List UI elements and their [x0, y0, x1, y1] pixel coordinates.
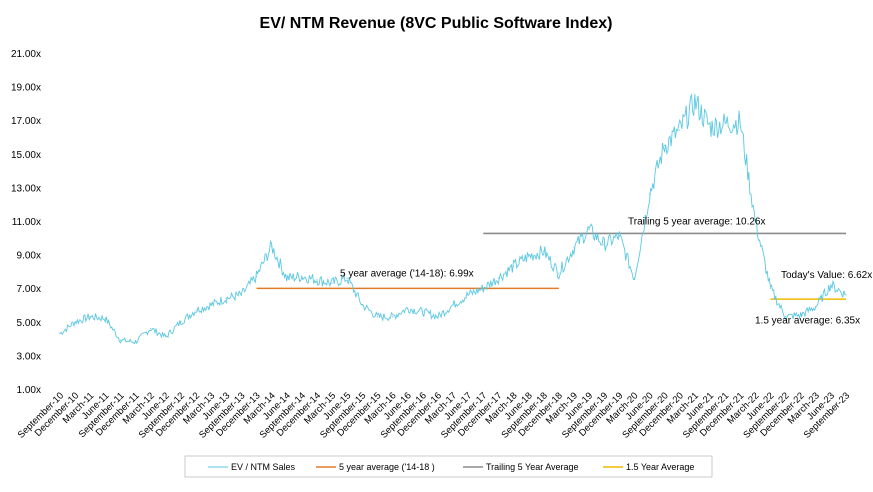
data-point: [482, 287, 484, 289]
legend-box: [184, 455, 713, 478]
y-tick-label: 21.00x: [11, 49, 41, 60]
data-point: [150, 327, 152, 330]
data-point: [422, 311, 424, 313]
legend: EV / NTM Sales 5 year average ('14-18 ) Tr…: [184, 455, 713, 478]
y-tick-label: 7.00x: [17, 284, 41, 295]
annotations: 5 year average ('14-18): 6.99x Trailing 5…: [340, 216, 872, 326]
data-point: [180, 321, 182, 323]
legend-entry: Trailing 5 Year Average: [486, 462, 579, 472]
data-point: [316, 279, 318, 281]
data-point: [225, 297, 227, 299]
data-point: [89, 316, 91, 318]
data-point: [679, 129, 681, 131]
y-tick-label: 19.00x: [11, 83, 41, 94]
y-axis: 1.00x 3.00x 5.00x 7.00x 9.00x 11.00x 13.00x 15.…: [11, 49, 41, 396]
data-point: [543, 250, 545, 252]
data-point: [664, 144, 666, 146]
data-point: [648, 193, 651, 195]
data-point: [709, 126, 711, 128]
legend-entry: 5 year average ('14-18 ): [339, 462, 435, 472]
legend-entry: EV / NTM Sales: [231, 462, 296, 472]
data-point: [437, 316, 439, 318]
data-point: [391, 316, 394, 318]
data-point: [769, 287, 772, 289]
data-point: [134, 341, 137, 343]
data-point: [346, 277, 348, 279]
data-point: [255, 275, 258, 278]
data-point: [633, 277, 635, 279]
data-point: [527, 255, 530, 257]
data-point: [195, 309, 197, 311]
data-point: [165, 336, 167, 338]
data-point: [588, 228, 590, 230]
data-point: [119, 339, 122, 341]
y-tick-label: 15.00x: [11, 150, 41, 161]
annotation-trailing-avg: Trailing 5 year average: 10.26x: [628, 216, 766, 227]
data-point: [104, 317, 106, 320]
data-point: [845, 294, 847, 296]
chart-title: EV/ NTM Revenue (8VC Public Software Ind…: [260, 15, 613, 32]
data-point: [739, 121, 741, 123]
ev-ntm-sales-series: [59, 93, 847, 345]
data-point: [800, 314, 802, 316]
y-tick-label: 13.00x: [11, 183, 41, 194]
y-tick-label: 9.00x: [17, 251, 41, 262]
data-point: [694, 101, 696, 103]
reference-lines: [256, 232, 846, 300]
data-point: [376, 316, 379, 318]
data-point: [497, 277, 499, 279]
data-point: [830, 284, 832, 286]
x-axis: September-10December-10March-11June-11Se…: [16, 390, 852, 440]
data-point: [271, 245, 273, 247]
data-point: [74, 321, 76, 323]
data-point: [512, 265, 515, 267]
y-tick-label: 1.00x: [17, 385, 41, 396]
data-point: [603, 243, 605, 246]
y-tick-label: 3.00x: [17, 351, 41, 362]
legend-entry: 1.5 Year Average: [626, 462, 694, 472]
data-point: [240, 294, 242, 296]
annotation-1-5yr-avg: 1.5 year average: 6.35x: [755, 315, 860, 326]
data-point: [59, 332, 61, 335]
y-tick-label: 17.00x: [11, 116, 41, 127]
data-point: [724, 122, 726, 125]
annotation-todays-value: Today's Value: 6.62x: [781, 270, 872, 281]
data-point: [467, 294, 469, 296]
data-point: [452, 304, 454, 306]
data-point: [210, 304, 212, 306]
data-point: [361, 304, 363, 306]
annotation-5yr-avg: 5 year average ('14-18): 6.99x: [340, 268, 474, 279]
data-point: [558, 272, 560, 274]
data-point: [573, 247, 575, 249]
data-point: [407, 307, 409, 309]
data-point: [286, 277, 288, 279]
y-tick-label: 11.00x: [12, 217, 41, 228]
data-point: [784, 316, 787, 318]
data-point: [618, 235, 620, 237]
data-point: [815, 306, 817, 308]
data-point: [301, 275, 303, 278]
data-point: [331, 282, 333, 284]
data-point: [754, 220, 756, 222]
y-tick-label: 5.00x: [17, 318, 41, 329]
